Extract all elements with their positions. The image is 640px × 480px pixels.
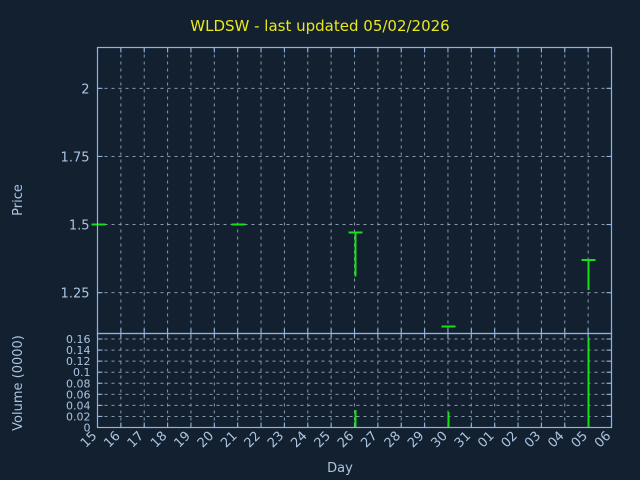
price-tick-label: 1.75 (61, 150, 90, 165)
volume-tick-label: 0.16 (66, 333, 91, 346)
volume-axis-label: Volume (0000) (11, 335, 26, 431)
volume-tick-label: 0.1 (73, 366, 91, 379)
volume-tick-label: 0.14 (66, 344, 91, 357)
price-tick-label: 1.25 (61, 287, 90, 302)
price-tick-label: 1.5 (69, 219, 90, 234)
price-tick-label: 2 (81, 82, 89, 97)
volume-bars-group (354, 337, 590, 428)
volume-tick-label: 0.02 (66, 410, 91, 423)
volume-tick-label: 0.12 (66, 355, 91, 368)
volume-tick-label: 0.08 (66, 377, 91, 390)
volume-gridlines (96, 333, 613, 428)
chart-title: WLDSW - last updated 05/02/2026 (190, 17, 449, 35)
price-gridlines (96, 47, 613, 334)
x-axis-label: Day (327, 461, 353, 476)
price-bar (348, 231, 363, 277)
volume-tick-labels: 0.160.140.120.10.080.060.040.020 (66, 333, 91, 434)
volume-tick-label: 0 (84, 422, 91, 435)
volume-tick-label: 0.06 (66, 388, 91, 401)
price-axis-label: Price (11, 184, 26, 216)
price-bars-group (91, 223, 596, 328)
price-tick-labels: 2 1.75 1.5 1.25 (61, 82, 90, 301)
price-bar (581, 258, 596, 290)
volume-tick-label: 0.04 (66, 399, 91, 412)
x-tick-labels: 15 16 17 18 19 20 21 22 23 24 25 26 27 28 29 30 31 01 02 03… (78, 429, 614, 451)
volume-panel-frame (96, 332, 613, 429)
